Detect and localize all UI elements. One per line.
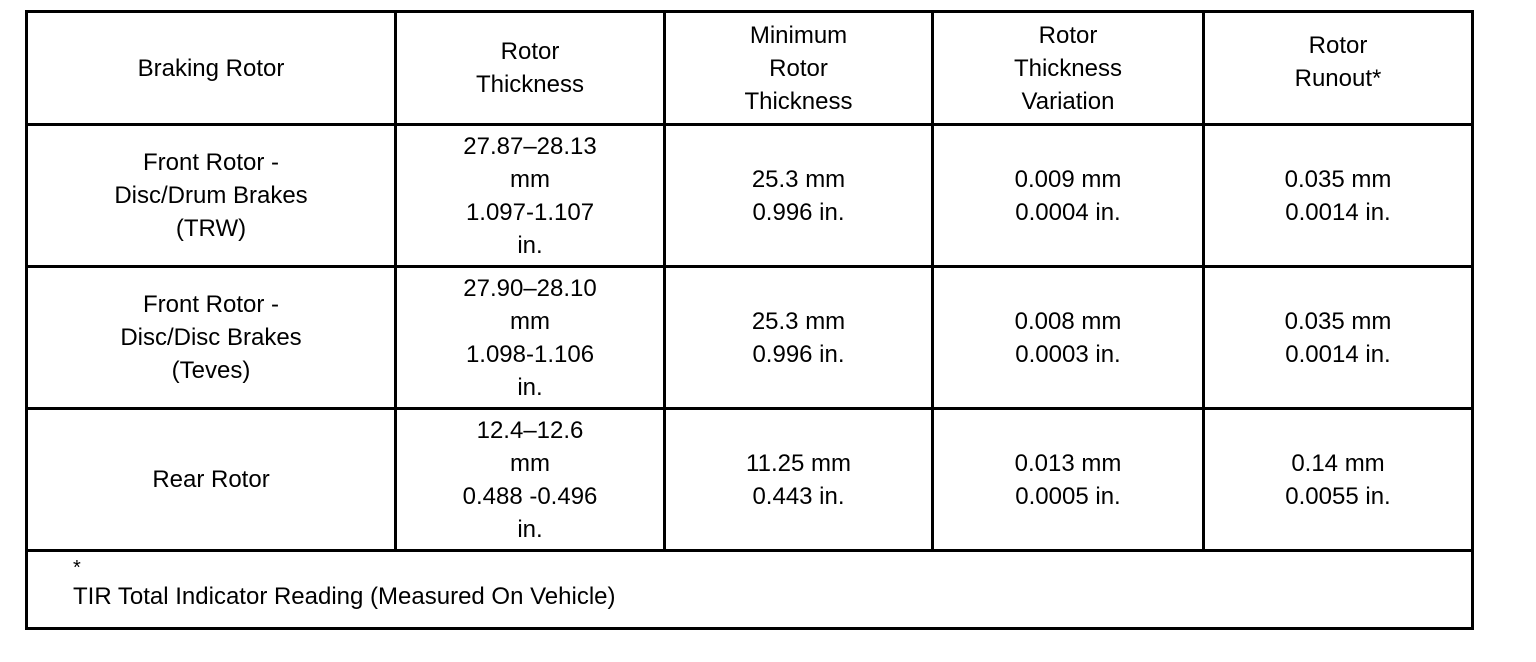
cell-line: 0.0003 in.	[1015, 340, 1121, 368]
table-body: Braking Rotor Rotor Thickness Minimum Rotor T…	[25, 10, 1474, 630]
data-cell: 0.14 mm 0.0055 in.	[1202, 407, 1474, 552]
header-row: Braking Rotor Rotor Thickness Minimum Rotor T…	[25, 10, 1474, 126]
data-cell: 12.4–12.6 mm 0.488 -0.496 in.	[394, 407, 666, 552]
data-cell: Rear Rotor	[25, 407, 397, 552]
cell-line: 0.035 mm	[1284, 165, 1392, 193]
cell-line: Rotor	[500, 38, 560, 65]
cell-line: 0.488 -0.496	[462, 482, 598, 510]
cell-line: 0.0055 in.	[1285, 482, 1391, 510]
data-cell: 11.25 mm 0.443 in.	[663, 407, 934, 552]
cell-line: in.	[517, 515, 543, 543]
data-cell: 0.009 mm 0.0004 in.	[931, 123, 1205, 268]
data-row: Front Rotor - Disc/Disc Brakes (Teves) 27.9…	[25, 265, 1474, 410]
cell-line: 0.996 in.	[752, 198, 845, 226]
spec-table: Braking Rotor Rotor Thickness Minimum Rotor T…	[25, 10, 1474, 630]
cell-line: (TRW)	[175, 215, 247, 242]
cell-line: Rotor	[769, 54, 828, 82]
data-cell: 25.3 mm 0.996 in.	[663, 265, 934, 410]
cell-line: Front Rotor -	[142, 149, 280, 176]
data-row: Front Rotor - Disc/Drum Brakes (TRW) 27.87–…	[25, 123, 1474, 268]
cell-line: Braking Rotor	[137, 54, 285, 82]
cell-line: Thickness	[1013, 54, 1123, 82]
cell-line: Minimum	[749, 21, 848, 49]
cell-line: 1.097-1.107	[465, 198, 595, 226]
data-cell: 25.3 mm 0.996 in.	[663, 123, 934, 268]
cell-line: Rotor	[1038, 21, 1098, 49]
cell-line: in.	[517, 231, 543, 259]
cell-line: Runout*	[1294, 65, 1382, 92]
cell-line: 0.996 in.	[752, 340, 845, 368]
footnote-line: TIR Total Indicator Reading (Measured On…	[73, 583, 616, 610]
data-row: Rear Rotor 12.4–12.6 mm 0.488 -0.496 in. 11.2…	[25, 407, 1474, 552]
cell-line: (Teves)	[171, 357, 251, 384]
data-cell: Front Rotor - Disc/Disc Brakes (Teves)	[25, 265, 397, 410]
cell-line: Front Rotor -	[142, 291, 280, 318]
cell-line: Thickness	[475, 71, 585, 98]
cell-line: 0.14 mm	[1291, 449, 1385, 477]
data-cell: 0.035 mm 0.0014 in.	[1202, 265, 1474, 410]
cell-line: 25.3 mm	[751, 165, 846, 193]
cell-line: 0.035 mm	[1284, 307, 1392, 335]
data-cell: 27.90–28.10 mm 1.098-1.106 in.	[394, 265, 666, 410]
cell-line: 0.013 mm	[1014, 449, 1122, 477]
cell-line: 0.0004 in.	[1015, 198, 1121, 226]
cell-line: Disc/Drum Brakes	[114, 182, 308, 209]
cell-line: 27.87–28.13	[463, 132, 597, 160]
cell-line: mm	[510, 165, 550, 193]
cell-line: 12.4–12.6	[476, 416, 584, 444]
cell-line: 0.0005 in.	[1015, 482, 1121, 510]
cell-line: 0.0014 in.	[1285, 198, 1391, 226]
cell-line: 27.90–28.10	[463, 274, 597, 302]
cell-line: 0.0014 in.	[1285, 340, 1391, 368]
cell-line: in.	[517, 373, 543, 401]
cell-line: mm	[510, 449, 550, 477]
cell-line: Rear Rotor	[152, 466, 270, 493]
cell-line: 0.009 mm	[1014, 165, 1122, 193]
cell-line: 0.008 mm	[1014, 307, 1122, 335]
header-cell: Rotor Thickness Variation	[931, 10, 1205, 126]
cell-line: Variation	[1021, 87, 1115, 115]
cell-line: Disc/Disc Brakes	[120, 324, 302, 351]
cell-line: 11.25 mm	[746, 449, 851, 477]
data-cell: 0.008 mm 0.0003 in.	[931, 265, 1205, 410]
footnote-row: * TIR Total Indicator Reading (Measured O…	[25, 549, 1474, 630]
cell-line: Rotor	[1308, 32, 1368, 59]
data-cell: 0.013 mm 0.0005 in.	[931, 407, 1205, 552]
cell-line: 0.443 in.	[752, 482, 845, 510]
footnote-line: *	[73, 557, 81, 579]
data-cell: Front Rotor - Disc/Drum Brakes (TRW)	[25, 123, 397, 268]
cell-line: Thickness	[744, 87, 853, 115]
header-cell: Braking Rotor	[25, 10, 397, 126]
footnote-cell: * TIR Total Indicator Reading (Measured O…	[25, 549, 1474, 630]
header-cell: Rotor Runout*	[1202, 10, 1474, 126]
header-cell: Rotor Thickness	[394, 10, 666, 126]
cell-line: 1.098-1.106	[465, 340, 595, 368]
data-cell: 27.87–28.13 mm 1.097-1.107 in.	[394, 123, 666, 268]
cell-line: 25.3 mm	[751, 307, 846, 335]
data-cell: 0.035 mm 0.0014 in.	[1202, 123, 1474, 268]
cell-line: mm	[510, 307, 550, 335]
header-cell: Minimum Rotor Thickness	[663, 10, 934, 126]
